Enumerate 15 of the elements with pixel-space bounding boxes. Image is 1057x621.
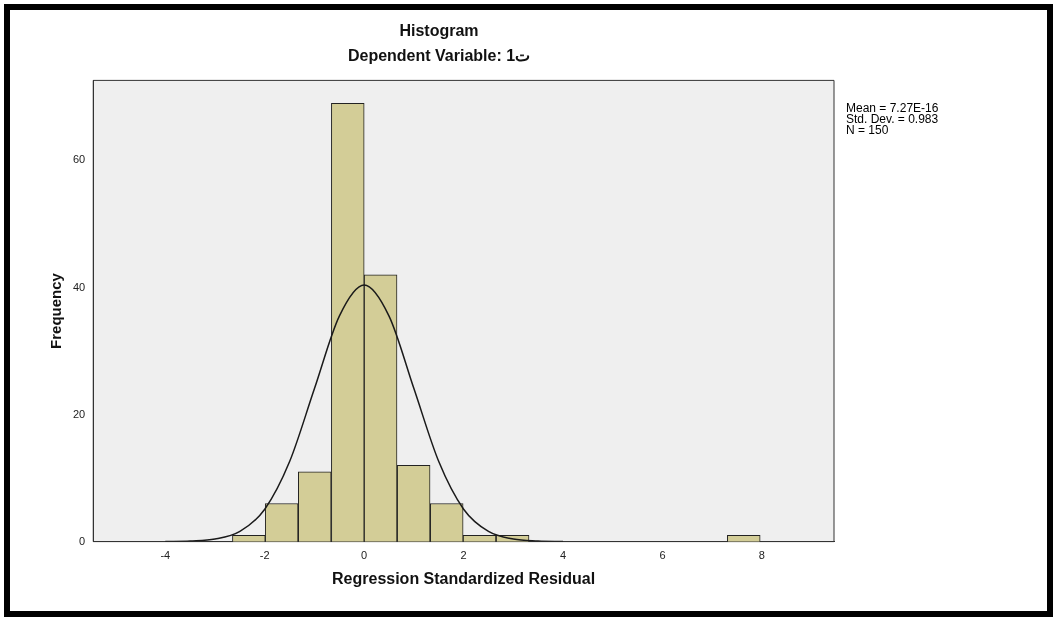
y-tick-label: 0 <box>79 534 86 547</box>
x-tick-label: 4 <box>559 549 567 562</box>
y-tick-label: 60 <box>72 153 86 166</box>
y-tick-label: 20 <box>72 407 86 420</box>
chart-subtitle: Dependent Variable: 1ت <box>347 47 531 65</box>
x-axis-title: Regression Standardized Residual <box>332 569 596 587</box>
x-tick-label: 0 <box>361 549 368 562</box>
y-axis-title: Frequency <box>47 272 65 349</box>
x-tick-label: -4 <box>160 549 171 562</box>
x-tick-label: 2 <box>460 549 467 562</box>
x-tick-label: -2 <box>259 549 270 562</box>
chart-title: Histogram <box>399 22 479 40</box>
y-tick-label: 40 <box>72 280 86 293</box>
x-tick-label: 6 <box>659 549 666 562</box>
x-tick-label: 8 <box>758 549 765 562</box>
